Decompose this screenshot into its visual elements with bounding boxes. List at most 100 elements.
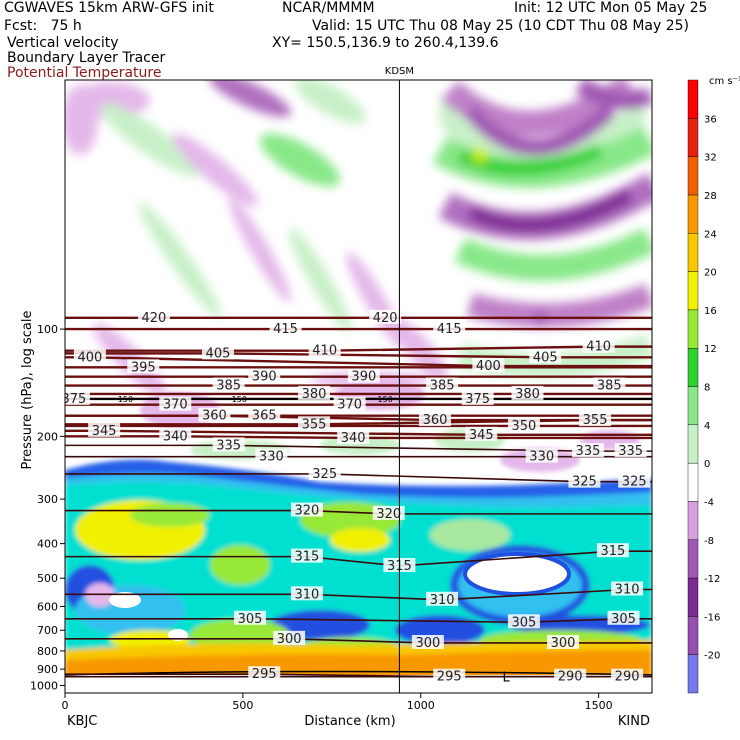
theta-label: 380 [515, 387, 540, 402]
theta-label: 325 [572, 475, 597, 490]
theta-label-bg [529, 349, 562, 364]
theta-contour [65, 673, 652, 678]
colorbar-swatch [687, 462, 699, 502]
theta-label-bg [159, 428, 192, 443]
colorbar-swatch [687, 347, 699, 387]
theta-label: 345 [92, 424, 117, 439]
y-tick-label: 800 [37, 645, 58, 658]
theta-label: 325 [312, 467, 337, 482]
theta-label: 330 [529, 450, 554, 465]
x-axis: 0 500 1000 1500 [62, 693, 613, 712]
white-patch [109, 592, 141, 608]
theta-label-bg [137, 309, 170, 324]
colorbar-swatch [687, 233, 699, 272]
theta-label-bg [233, 610, 266, 625]
colorbar-swatch [687, 424, 699, 464]
boundary-layer-tracer [65, 459, 652, 693]
tropopause-label: 150 [118, 395, 133, 404]
theta-label-bg [465, 426, 498, 441]
y-tick-label: 300 [37, 493, 58, 506]
y-tick-label: 700 [37, 624, 58, 637]
theta-label-bg [290, 586, 323, 601]
theta-label: 290 [615, 670, 640, 685]
theta-label: 305 [238, 612, 263, 627]
theta-label-bg [507, 614, 540, 629]
theta-contour [65, 352, 652, 359]
theta-label: 360 [202, 409, 227, 424]
theta-label-bg [611, 581, 644, 596]
colorbar-tick-label: -16 [704, 612, 720, 623]
field-vertical-velocity: Vertical velocity [7, 35, 119, 51]
colorbar-tick-label: 24 [704, 229, 717, 240]
theta-label: 400 [77, 350, 102, 365]
y-tick-label: 100 [37, 323, 58, 336]
theta-label: 310 [295, 587, 320, 602]
cross-section-endpoints: XY= 150.5,136.9 to 260.4,139.6 [272, 35, 499, 51]
theta-label: 410 [312, 344, 337, 359]
theta-contour [65, 435, 652, 440]
colorbar-tick-label: -4 [704, 497, 714, 508]
white-core-ellipse [463, 552, 571, 596]
theta-label-bg [593, 377, 626, 392]
colorbar-swatch [687, 577, 699, 617]
right-endpoint-label: KIND [618, 714, 650, 729]
theta-label-bg [411, 634, 444, 649]
theta-label-bg [433, 321, 466, 336]
colorbar-swatch [687, 79, 699, 119]
theta-contour [65, 345, 652, 352]
theta-label: 315 [600, 544, 625, 559]
theta-label-bg [212, 377, 245, 392]
theta-label: 360 [423, 413, 448, 428]
theta-label: 420 [373, 311, 398, 326]
field-potential-temperature: Potential Temperature [7, 65, 162, 81]
theta-label: 300 [551, 636, 576, 651]
theta-label: 420 [142, 311, 167, 326]
theta-label-bg [547, 634, 580, 649]
theta-label-bg [255, 448, 288, 463]
colorbar-tick-label: -12 [704, 574, 720, 585]
colorbar-swatch [687, 501, 699, 540]
theta-label-bg [298, 385, 331, 400]
y-tick-label: 400 [37, 538, 58, 551]
theta-label-bg [596, 543, 629, 558]
theta-label: 315 [295, 550, 320, 565]
forecast-hour: Fcst: 75 h [4, 18, 82, 34]
theta-label: 395 [131, 360, 156, 375]
model-title: CGWAVES 15km ARW-GFS init [4, 0, 214, 16]
colorbar-tick-label: 4 [704, 421, 710, 432]
theta-label-bg [198, 407, 231, 422]
colorbar-tick-label: 12 [704, 344, 717, 355]
theta-label: 390 [252, 370, 277, 385]
field-boundary-layer-tracer: Boundary Layer Tracer [7, 50, 166, 66]
y-axis: 100 200 300 400 500 600 700 800 900 1000 [30, 323, 65, 692]
colorbar-swatch [687, 309, 699, 349]
colorbar-tick-label: 20 [704, 268, 717, 279]
y-tick-label: 200 [37, 430, 58, 443]
shaded-field: 420 420 415 415 410 410 405 405 400 400 395 390 390 3… [65, 80, 652, 693]
colorbar-swatch [687, 118, 699, 157]
surface-low-label: L [503, 671, 511, 686]
theta-label: 305 [611, 612, 636, 627]
colorbar-tick-label: 36 [704, 114, 717, 125]
theta-label-bg [290, 502, 323, 517]
colorbar-tick-label: 8 [704, 383, 710, 394]
tropopause-label: 150 [378, 395, 393, 404]
x-tick-label: 1000 [407, 699, 435, 712]
colorbar-swatch [687, 616, 699, 655]
theta-label: 385 [430, 379, 455, 394]
tropopause-label: 150 [232, 395, 247, 404]
theta-label-bg [273, 630, 306, 645]
theta-label-bg [73, 349, 106, 364]
theta-label: 295 [437, 670, 462, 685]
theta-label: 405 [206, 346, 231, 361]
theta-label: 355 [583, 413, 608, 428]
theta-label-bg [525, 448, 558, 463]
theta-label-bg [568, 473, 601, 488]
theta-label: 335 [216, 438, 241, 453]
colorbar-swatch [687, 271, 699, 311]
theta-label: 365 [252, 409, 277, 424]
theta-label: 305 [512, 615, 537, 630]
potential-temperature-labels: 420 420 415 415 410 410 405 405 400 400 395 390 390 3… [65, 309, 651, 685]
colorbar-tick-label: 0 [704, 459, 710, 470]
tropopause-labels: 150 150 150 L [118, 395, 511, 686]
